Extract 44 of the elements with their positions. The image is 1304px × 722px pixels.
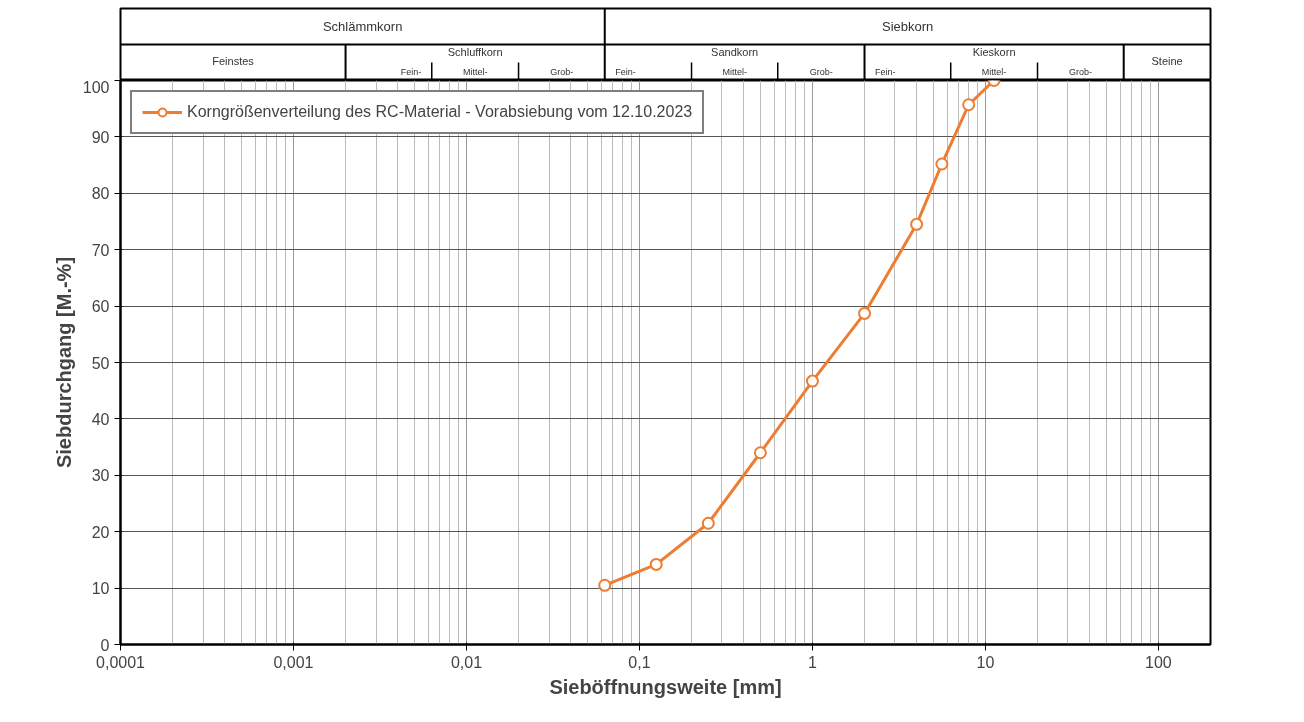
text: Fein- — [615, 66, 636, 77]
y-tick-label: 80 — [91, 185, 110, 203]
y-tick-label: 30 — [91, 467, 110, 485]
point — [701, 516, 715, 530]
y-tick-label: 0 — [100, 636, 110, 654]
text: Sandkorn — [711, 46, 759, 59]
point — [805, 374, 819, 388]
text: Mittel- — [722, 66, 747, 77]
text: Steine — [1151, 54, 1183, 67]
text: Kieskorn — [972, 46, 1016, 59]
y-tick-label: 100 — [82, 78, 110, 96]
text: Feinstes — [212, 54, 255, 67]
point — [649, 557, 663, 571]
y-tick-label: 50 — [91, 354, 110, 372]
y-tick-label: 90 — [91, 128, 110, 146]
text: Mittel- — [981, 66, 1007, 77]
point — [858, 306, 872, 320]
text: Fein- — [875, 66, 896, 77]
y-tick-label: 60 — [91, 298, 110, 316]
text: Grob- — [1069, 66, 1093, 77]
y-tick-label: 40 — [91, 410, 110, 428]
x-tick-label: 10 — [976, 653, 995, 671]
x-tick-label: 0,01 — [450, 653, 483, 671]
x-axis-title: Sieböffnungsweite [mm] — [549, 675, 782, 698]
y-tick-label: 10 — [91, 580, 110, 598]
x-tick-label: 1 — [808, 653, 817, 671]
text: Grob- — [550, 66, 574, 77]
text: Grob- — [809, 66, 833, 77]
text: Fein- — [400, 66, 422, 77]
y-axis-title: Siebdurchgang [M.-%] — [52, 256, 75, 469]
y-tick-label: 20 — [91, 523, 110, 541]
x-tick-label: 0,0001 — [96, 653, 146, 671]
x-tick-label: 100 — [1145, 653, 1172, 671]
y-tick-label: 70 — [91, 241, 110, 259]
text: Schlämmkorn — [322, 19, 403, 34]
legend-label: Korngrößenverteilung des RC-Material - Vorabsiebung vom 12.10.2023 — [187, 103, 693, 121]
x-tick-label: 0,001 — [273, 653, 314, 671]
text: Schluffkorn — [447, 46, 503, 59]
text: Siebkorn — [881, 19, 934, 34]
text: Mittel- — [462, 66, 488, 77]
point — [910, 217, 924, 231]
point — [598, 578, 612, 592]
point — [753, 446, 767, 460]
x-tick-label: 0,1 — [628, 653, 651, 671]
